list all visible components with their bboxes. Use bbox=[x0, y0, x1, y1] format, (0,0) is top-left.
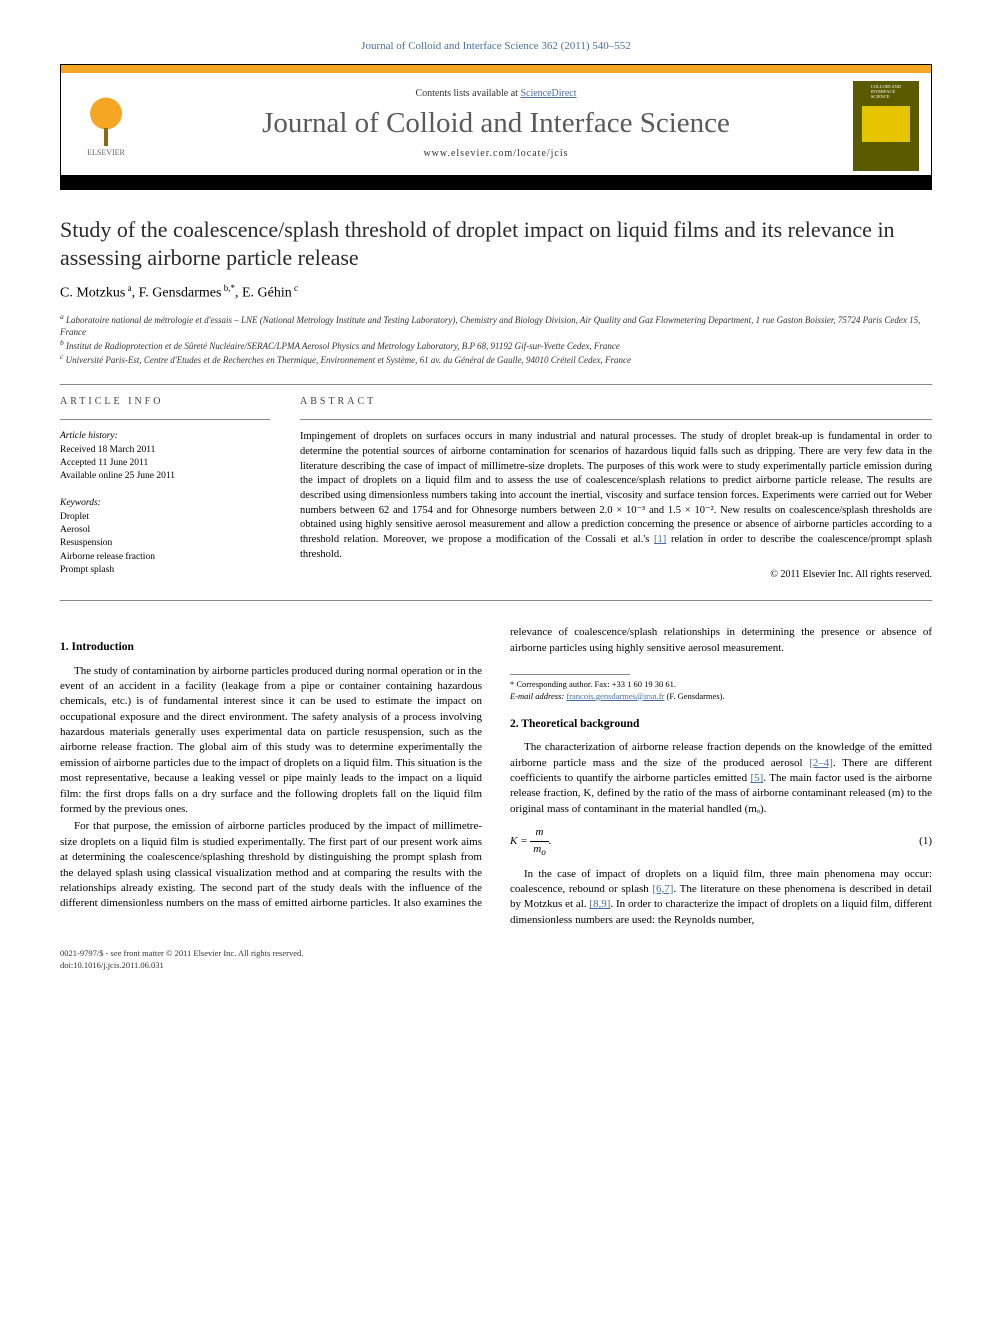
abstract: ABSTRACT Impingement of droplets on surf… bbox=[300, 395, 932, 582]
affiliation-c: c Université Paris-Est, Centre d'Etudes … bbox=[60, 352, 932, 366]
elsevier-logo: ELSEVIER bbox=[73, 88, 139, 164]
ref-link-2-4[interactable]: [2–4] bbox=[809, 757, 833, 769]
header-center: Contents lists available at ScienceDirec… bbox=[139, 88, 853, 165]
keyword: Airborne release fraction bbox=[60, 551, 270, 564]
footer-line-1: 0021-9797/$ - see front matter © 2011 El… bbox=[60, 948, 932, 959]
abstract-text: Impingement of droplets on surfaces occu… bbox=[300, 430, 932, 562]
page-footer: 0021-9797/$ - see front matter © 2011 El… bbox=[60, 948, 932, 971]
author-2-aff: b,* bbox=[221, 283, 235, 293]
cover-title-text: COLLOID ANDINTERFACESCIENCE bbox=[871, 85, 901, 100]
page: Journal of Colloid and Interface Science… bbox=[0, 0, 992, 1011]
theory-paragraph-1: The characterization of airborne release… bbox=[510, 740, 932, 817]
section-heading-intro: 1. Introduction bbox=[60, 639, 482, 655]
footnotes: * Corresponding author. Fax: +33 1 60 19… bbox=[510, 679, 932, 702]
affiliations: a Laboratoire national de métrologie et … bbox=[60, 312, 932, 367]
info-abstract-row: ARTICLE INFO Article history: Received 1… bbox=[60, 395, 932, 582]
ref-link-8-9[interactable]: [8,9] bbox=[589, 898, 610, 910]
keywords-label: Keywords: bbox=[60, 497, 270, 510]
history-online: Available online 25 June 2011 bbox=[60, 470, 270, 483]
header-bottom-bar bbox=[61, 175, 931, 189]
theory-paragraph-2: In the case of impact of droplets on a l… bbox=[510, 867, 932, 929]
journal-reference: Journal of Colloid and Interface Science… bbox=[60, 40, 932, 52]
divider bbox=[60, 384, 932, 385]
divider bbox=[300, 419, 932, 420]
divider bbox=[60, 600, 932, 601]
author-3: E. Géhin bbox=[242, 286, 292, 301]
email-suffix: (F. Gensdarmes). bbox=[664, 691, 724, 701]
divider bbox=[60, 419, 270, 420]
keyword: Droplet bbox=[60, 511, 270, 524]
journal-cover-thumbnail: COLLOID ANDINTERFACESCIENCE bbox=[853, 81, 919, 171]
ref-link-5[interactable]: [5] bbox=[750, 772, 763, 784]
article-info-heading: ARTICLE INFO bbox=[60, 395, 270, 409]
author-1: C. Motzkus bbox=[60, 286, 125, 301]
equation-body: K = mmo. bbox=[510, 825, 552, 858]
journal-header-box: ELSEVIER Contents lists available at Sci… bbox=[60, 64, 932, 190]
elsevier-tree-icon bbox=[84, 96, 128, 146]
body-columns: 1. Introduction The study of contaminati… bbox=[60, 625, 932, 928]
affiliation-a: a Laboratoire national de métrologie et … bbox=[60, 312, 932, 338]
ref-link-6-7[interactable]: [6,7] bbox=[652, 883, 673, 895]
equation-1: K = mmo. (1) bbox=[510, 825, 932, 858]
footnote-separator bbox=[510, 674, 630, 675]
history-accepted: Accepted 11 June 2011 bbox=[60, 457, 270, 470]
journal-name: Journal of Colloid and Interface Science bbox=[139, 107, 853, 140]
abstract-copyright: © 2011 Elsevier Inc. All rights reserved… bbox=[300, 568, 932, 582]
header-content: ELSEVIER Contents lists available at Sci… bbox=[61, 73, 931, 175]
contents-line: Contents lists available at ScienceDirec… bbox=[139, 88, 853, 99]
footer-line-2: doi:10.1016/j.jcis.2011.06.031 bbox=[60, 960, 932, 971]
corresponding-author-note: * Corresponding author. Fax: +33 1 60 19… bbox=[510, 679, 932, 690]
email-line: E-mail address: francois.gensdarmes@irsn… bbox=[510, 691, 932, 702]
email-label: E-mail address: bbox=[510, 691, 566, 701]
keyword: Aerosol bbox=[60, 524, 270, 537]
keyword: Prompt splash bbox=[60, 564, 270, 577]
section-heading-theory: 2. Theoretical background bbox=[510, 716, 932, 732]
contents-prefix: Contents lists available at bbox=[415, 88, 520, 99]
keyword: Resuspension bbox=[60, 537, 270, 550]
history-label: Article history: bbox=[60, 430, 270, 443]
affiliation-b: b Institut de Radioprotection et de Sûre… bbox=[60, 338, 932, 352]
publisher-label: ELSEVIER bbox=[87, 148, 125, 157]
author-3-aff: c bbox=[292, 283, 298, 293]
article-title: Study of the coalescence/splash threshol… bbox=[60, 216, 932, 271]
history-received: Received 18 March 2011 bbox=[60, 444, 270, 457]
journal-url[interactable]: www.elsevier.com/locate/jcis bbox=[139, 148, 853, 159]
authors: C. Motzkus a, F. Gensdarmes b,*, E. Géhi… bbox=[60, 283, 932, 302]
equation-number: (1) bbox=[919, 834, 932, 849]
abstract-heading: ABSTRACT bbox=[300, 395, 932, 409]
email-link[interactable]: francois.gensdarmes@irsn.fr bbox=[566, 691, 664, 701]
header-accent-bar bbox=[61, 65, 931, 73]
article-info: ARTICLE INFO Article history: Received 1… bbox=[60, 395, 270, 582]
author-1-aff: a bbox=[125, 283, 131, 293]
intro-paragraph-1: The study of contamination by airborne p… bbox=[60, 664, 482, 818]
sciencedirect-link[interactable]: ScienceDirect bbox=[520, 88, 576, 99]
cover-image-icon bbox=[862, 106, 910, 142]
author-2: F. Gensdarmes bbox=[139, 286, 222, 301]
ref-link-1[interactable]: [1] bbox=[654, 534, 666, 545]
